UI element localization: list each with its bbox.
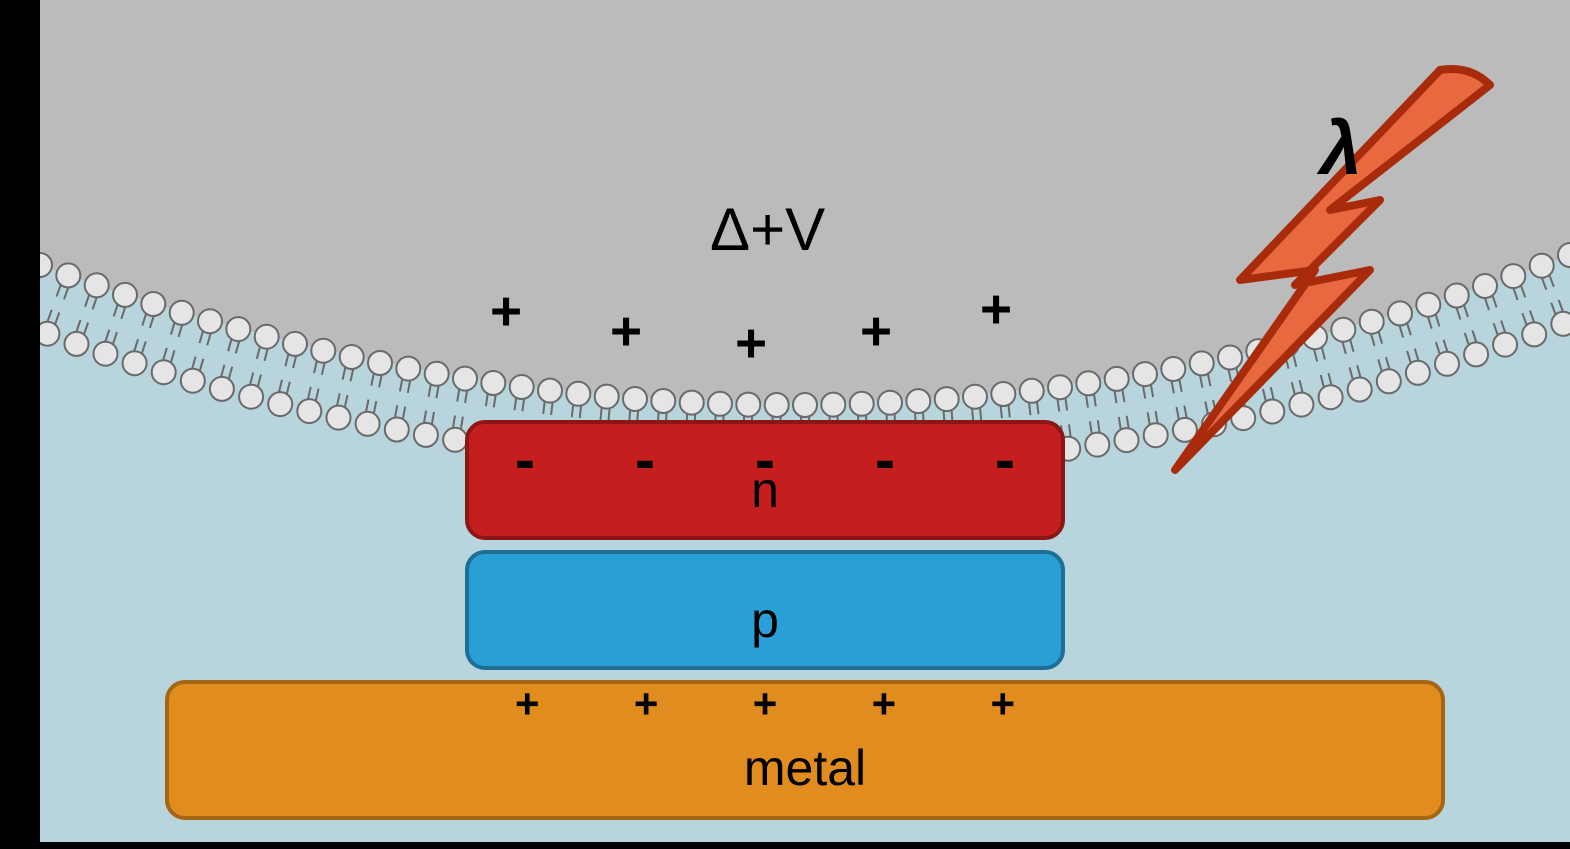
minus-charge: - — [875, 425, 895, 494]
metal-layer-label: metal — [744, 739, 866, 797]
lambda-wavelength-label: λ — [1320, 105, 1362, 191]
plus-charge: + — [753, 680, 778, 728]
minus-charge: - — [995, 425, 1015, 494]
p-type-layer: p — [465, 550, 1065, 670]
n-layer-charges: - - - - - — [515, 425, 1015, 494]
metal-layer-charges: + + + + + — [515, 680, 1015, 728]
plus-charge: + — [490, 280, 522, 342]
delta-voltage-label: Δ+V — [710, 195, 825, 264]
plus-charge: + — [515, 680, 540, 728]
plus-charge: + — [990, 680, 1015, 728]
plus-charge: + — [735, 312, 767, 374]
plus-charge: + — [860, 300, 892, 362]
minus-charge: - — [755, 425, 775, 494]
minus-charge: - — [635, 425, 655, 494]
plus-charge: + — [634, 680, 659, 728]
plus-charge: + — [980, 278, 1012, 340]
minus-charge: - — [515, 425, 535, 494]
plus-charge: + — [872, 680, 897, 728]
p-layer-label: p — [751, 591, 779, 649]
photodiode-cell-diagram: Δ+V + + + + + n - - - - - p metal + + + … — [40, 0, 1570, 842]
plus-charge: + — [610, 300, 642, 362]
